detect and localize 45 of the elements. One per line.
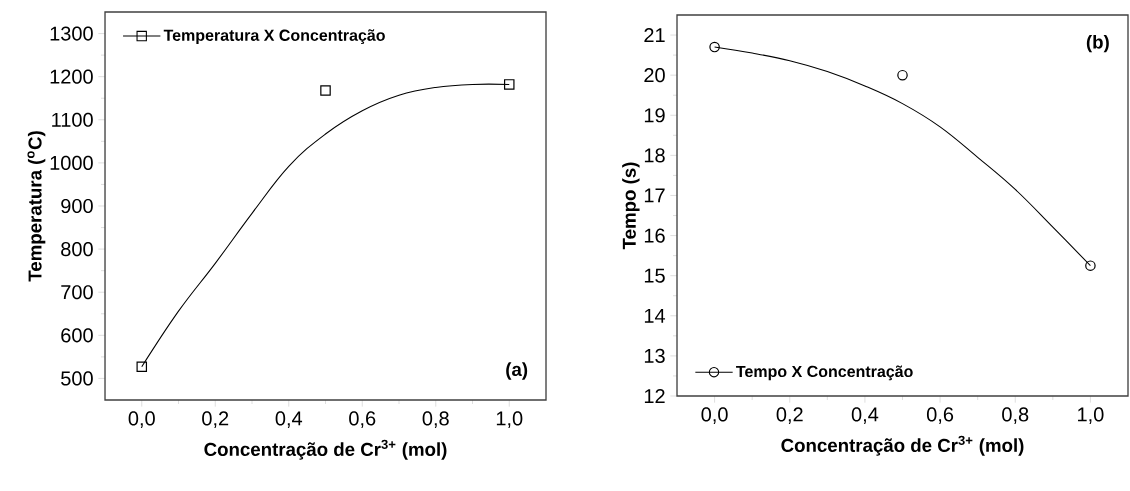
annotation: (a) — [506, 362, 528, 380]
x-tick-label: 0,0 — [701, 407, 728, 424]
x-tick-label: 0,0 — [128, 411, 155, 428]
x-axis-title: Concentração de Cr$^{3+}$ (mol) — [204, 439, 447, 460]
y-tick-label: 20 — [644, 68, 665, 83]
x-tick-label: 0,8 — [1002, 407, 1029, 424]
point — [320, 85, 331, 96]
point — [503, 79, 515, 90]
y-tick-label: 14 — [644, 308, 666, 323]
y-tick-label: 900 — [61, 198, 93, 214]
x-tick-label: 0,4 — [851, 407, 879, 424]
x-tick-label: 0,8 — [422, 411, 449, 428]
y-tick-label: 500 — [61, 371, 93, 386]
y-tick-label: 800 — [61, 242, 93, 257]
y-tick-label: 13 — [644, 348, 665, 363]
x-tick-label: 0,2 — [776, 407, 803, 424]
y-tick-label: 1300 — [50, 26, 93, 41]
y-tick-label: 16 — [644, 228, 665, 243]
y-tick-label: 12 — [644, 389, 665, 403]
x-tick-label: 0,6 — [349, 411, 376, 428]
y-tick-label: 18 — [644, 148, 665, 163]
y-tick-label: 1000 — [50, 155, 93, 170]
point — [136, 361, 148, 373]
y-tick-label: 19 — [644, 108, 665, 123]
x-axis-title: Concentração de Cr$^{3+}$ (mol) — [781, 435, 1024, 456]
x-tick-label: 0,2 — [202, 411, 229, 428]
y-tick-label: 15 — [644, 268, 665, 283]
legend-label: Temperatura X Concentração — [163, 29, 385, 45]
annotation: (b) — [1086, 34, 1109, 53]
y-tick-label: 600 — [61, 328, 93, 343]
x-tick-label: 0,4 — [275, 411, 303, 428]
y-tick-label: 21 — [644, 28, 665, 43]
x-tick-label: 1,0 — [1078, 407, 1104, 424]
point — [1085, 260, 1096, 271]
y-axis-title: Temperatura ($^{o}$C) — [27, 131, 46, 282]
point — [897, 69, 908, 81]
y-tick-label: 1100 — [52, 112, 93, 127]
y-tick-label: 1200 — [50, 69, 93, 84]
legend-label: Tempo X Concentração — [736, 365, 913, 381]
y-tick-label: 17 — [644, 188, 665, 203]
x-tick-label: 0,6 — [926, 407, 954, 424]
x-tick-label: 1,0 — [496, 411, 523, 428]
y-axis-title: Tempo (s) — [622, 162, 640, 250]
y-tick-label: 700 — [61, 285, 93, 300]
point — [709, 41, 720, 53]
